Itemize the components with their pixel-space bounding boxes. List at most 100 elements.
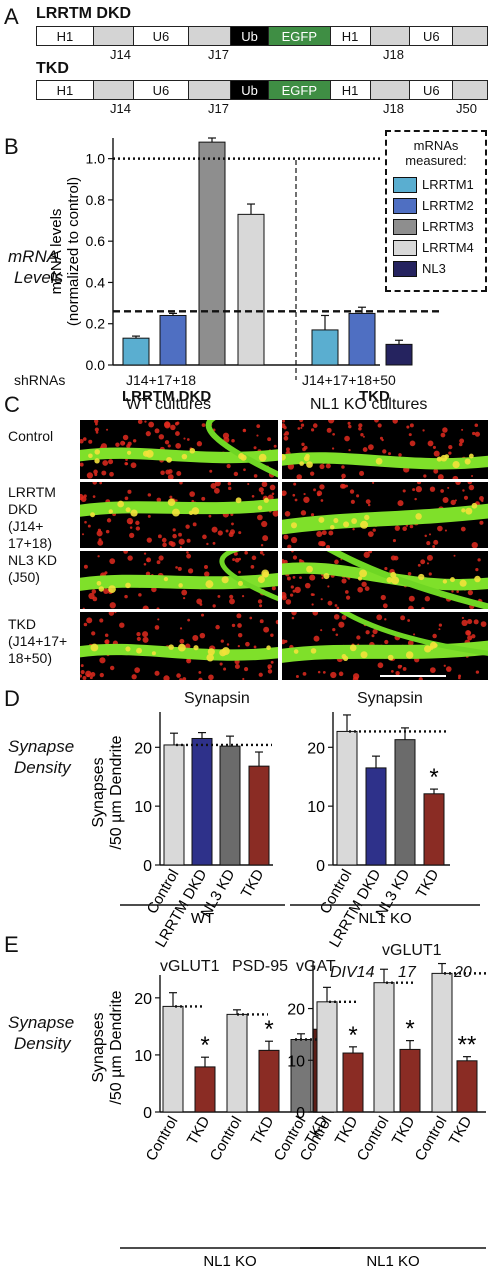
- synapse-punctum: [186, 551, 189, 554]
- synapse-punctum: [170, 424, 176, 431]
- colocalized-punctum: [391, 576, 400, 585]
- micrograph: [282, 551, 488, 609]
- synapse-punctum: [175, 566, 178, 569]
- colocalized-punctum: [318, 516, 325, 523]
- micrograph: [80, 420, 278, 479]
- synapse-punctum: [298, 558, 302, 562]
- y-tick-label: 10: [287, 1053, 305, 1070]
- synapse-punctum: [418, 677, 423, 680]
- segment-gray: [453, 81, 487, 99]
- significance-marker: **: [458, 1032, 477, 1059]
- y-axis-label: Synapses/50 µm Dendrite: [90, 735, 125, 849]
- junction-j18: J18: [383, 101, 404, 116]
- synapse-punctum: [371, 634, 375, 638]
- synapse-punctum: [459, 438, 465, 444]
- synapse-punctum: [432, 445, 436, 449]
- y-tick-label: 1.0: [86, 151, 106, 167]
- construct-title-dkd: LRRTM DKD: [36, 5, 132, 22]
- colocalized-punctum: [171, 508, 180, 517]
- synapse-punctum: [234, 663, 240, 670]
- synapse-punctum: [341, 578, 347, 584]
- synapse-punctum: [291, 612, 297, 616]
- synapse-punctum: [108, 612, 115, 616]
- synapse-punctum: [384, 566, 388, 571]
- micrograph: [80, 612, 278, 680]
- synapse-punctum: [233, 551, 238, 556]
- segment-u6: U6: [133, 27, 190, 45]
- synapse-punctum: [179, 678, 183, 680]
- synapse-punctum: [300, 510, 307, 516]
- synapse-punctum: [333, 614, 340, 620]
- synapse-punctum: [271, 586, 276, 591]
- junction-j17: J17: [208, 101, 229, 116]
- synapse-punctum: [284, 511, 291, 517]
- synapse-punctum: [202, 534, 207, 540]
- synapse-punctum: [233, 471, 239, 477]
- synapse-punctum: [467, 635, 473, 641]
- synapse-punctum: [327, 600, 333, 606]
- synapse-punctum: [295, 675, 299, 679]
- row-label-line: (J50): [8, 569, 40, 585]
- synapse-punctum: [397, 500, 404, 507]
- synapse-punctum: [364, 586, 370, 591]
- legend-swatch: [393, 218, 417, 235]
- junction-j14: J14: [110, 101, 131, 116]
- bar: [456, 1060, 478, 1113]
- synapse-punctum: [212, 604, 216, 608]
- colocalized-punctum: [125, 646, 131, 652]
- synapse-punctum: [210, 483, 217, 489]
- synapse-punctum: [87, 524, 91, 528]
- synapse-punctum: [270, 660, 274, 664]
- synapse-punctum: [245, 641, 250, 647]
- synapse-punctum: [209, 469, 213, 473]
- synapse-punctum: [432, 545, 436, 548]
- synapse-punctum: [395, 670, 400, 676]
- synapse-punctum: [409, 440, 416, 447]
- segment-u6: U6: [410, 81, 454, 99]
- colocalized-punctum: [430, 641, 437, 649]
- synapse-punctum: [126, 517, 134, 525]
- synapse-punctum: [303, 445, 308, 450]
- synapse-punctum: [96, 530, 103, 537]
- synapse-punctum: [136, 631, 141, 637]
- synapse-punctum: [273, 444, 277, 448]
- synapse-punctum: [104, 571, 108, 575]
- synapse-punctum: [198, 677, 203, 680]
- synapse-punctum: [138, 593, 142, 597]
- synapse-punctum: [438, 623, 443, 627]
- y-tick-label: 10: [134, 799, 152, 816]
- synapse-punctum: [198, 670, 202, 674]
- synapse-punctum: [433, 539, 439, 545]
- synapse-punctum: [282, 423, 286, 429]
- synapse-punctum: [283, 435, 289, 441]
- synapse-punctum: [261, 482, 268, 488]
- synapse-punctum: [398, 453, 402, 457]
- colocalized-punctum: [449, 577, 455, 583]
- synapse-punctum: [310, 593, 314, 596]
- synapse-punctum: [377, 662, 384, 669]
- synapse-punctum: [318, 541, 324, 547]
- synapse-punctum: [203, 564, 208, 569]
- segment-h1: H1: [330, 27, 371, 45]
- bar: [342, 1052, 364, 1113]
- legend-label: LRRTM1: [422, 177, 474, 192]
- segment-u6: U6: [410, 27, 454, 45]
- colocalized-punctum: [468, 453, 474, 459]
- synapse-punctum: [109, 602, 116, 609]
- segment-h1: H1: [330, 81, 371, 99]
- row-label: LRRTM DKD (J14+ 17+18): [8, 484, 56, 552]
- side-label-line: Levels: [14, 268, 64, 287]
- synapse-punctum: [374, 420, 379, 423]
- synapse-punctum: [226, 464, 231, 469]
- synapse-punctum: [192, 634, 199, 641]
- micrograph: [282, 420, 488, 479]
- synapse-punctum: [199, 632, 206, 639]
- group-label: NL1 KO: [358, 910, 411, 927]
- synapse-punctum: [321, 576, 324, 580]
- synapse-punctum: [120, 440, 126, 446]
- synapse-punctum: [89, 676, 93, 680]
- synapse-punctum: [114, 612, 117, 614]
- synapse-punctum: [183, 437, 186, 440]
- synapse-punctum: [167, 474, 174, 479]
